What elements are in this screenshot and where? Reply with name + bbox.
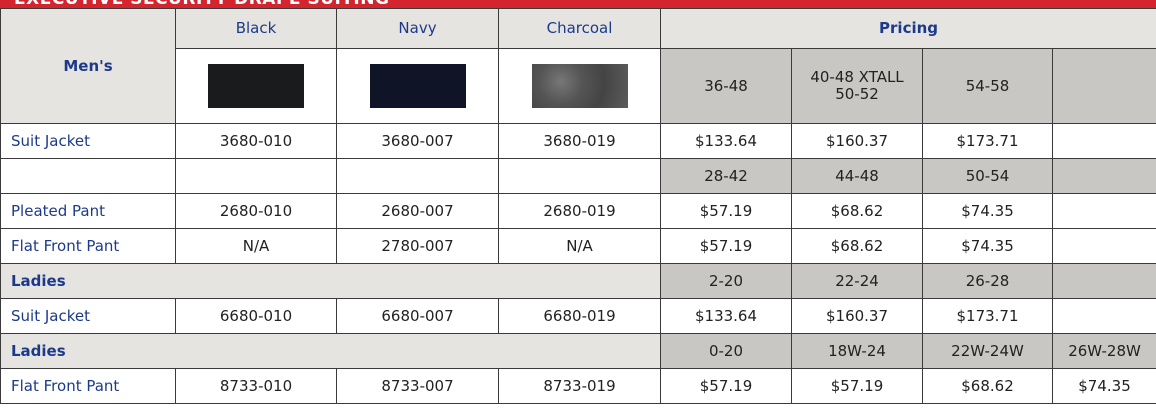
price: $133.64 [661,299,792,334]
price [1053,194,1156,229]
style-code: 6680-007 [337,299,499,334]
price: $173.71 [923,299,1053,334]
style-code: 8733-010 [176,369,337,404]
section-label: Ladies [1,264,661,299]
price: $133.64 [661,124,792,159]
size-range: 44-48 [792,159,923,194]
color-swatch [370,64,466,108]
price: $68.62 [792,229,923,264]
title: EXECUTIVE SECURITY DRAPE SUITING [14,0,389,8]
size-range: 22W-24W [923,334,1053,369]
style-code: 2780-007 [337,229,499,264]
size-range [1053,264,1156,299]
price: $57.19 [792,369,923,404]
price: $57.19 [661,194,792,229]
price: $173.71 [923,124,1053,159]
price: $160.37 [792,124,923,159]
size-range: 40-48 XTALL 50-52 [792,49,923,124]
color-header: Navy [337,9,499,49]
empty-cell [1,159,176,194]
price [1053,299,1156,334]
style-code: 8733-019 [499,369,661,404]
style-code: 2680-007 [337,194,499,229]
color-header: Charcoal [499,9,661,49]
empty-cell [499,159,661,194]
style-code: 3680-019 [499,124,661,159]
style-code: 6680-010 [176,299,337,334]
pricing-header: Pricing [661,9,1156,49]
price [1053,124,1156,159]
size-range [1053,159,1156,194]
price: $68.62 [923,369,1053,404]
style-code: 2680-010 [176,194,337,229]
price: $57.19 [661,369,792,404]
size-range [1053,49,1156,124]
price: $57.19 [661,229,792,264]
color-swatch [208,64,304,108]
item-label: Flat Front Pant [1,369,176,404]
price: $74.35 [1053,369,1156,404]
swatch-cell [337,49,499,124]
size-range: 54-58 [923,49,1053,124]
size-range: 50-54 [923,159,1053,194]
item-label: Suit Jacket [1,299,176,334]
size-range: 36-48 [661,49,792,124]
style-code: 8733-007 [337,369,499,404]
size-range: 18W-24 [792,334,923,369]
item-label: Suit Jacket [1,124,176,159]
item-label: Flat Front Pant [1,229,176,264]
price: $74.35 [923,194,1053,229]
style-code: N/A [176,229,337,264]
swatch-cell [176,49,337,124]
style-code: 6680-019 [499,299,661,334]
size-range: 22-24 [792,264,923,299]
size-range: 26-28 [923,264,1053,299]
style-code: 3680-007 [337,124,499,159]
style-code: N/A [499,229,661,264]
row-header: Men's [1,9,176,124]
style-code: 3680-010 [176,124,337,159]
page: EXECUTIVE SECURITY DRAPE SUITING Men'sBl… [0,0,1156,409]
title-banner: EXECUTIVE SECURITY DRAPE SUITING [0,0,1156,8]
size-range: 2-20 [661,264,792,299]
size-range: 0-20 [661,334,792,369]
price: $160.37 [792,299,923,334]
swatch-cell [499,49,661,124]
size-range: 28-42 [661,159,792,194]
color-header: Black [176,9,337,49]
color-swatch [532,64,628,108]
price [1053,229,1156,264]
price: $68.62 [792,194,923,229]
style-code: 2680-019 [499,194,661,229]
empty-cell [176,159,337,194]
price: $74.35 [923,229,1053,264]
item-label: Pleated Pant [1,194,176,229]
section-label: Ladies [1,334,661,369]
empty-cell [337,159,499,194]
size-range: 26W-28W [1053,334,1156,369]
